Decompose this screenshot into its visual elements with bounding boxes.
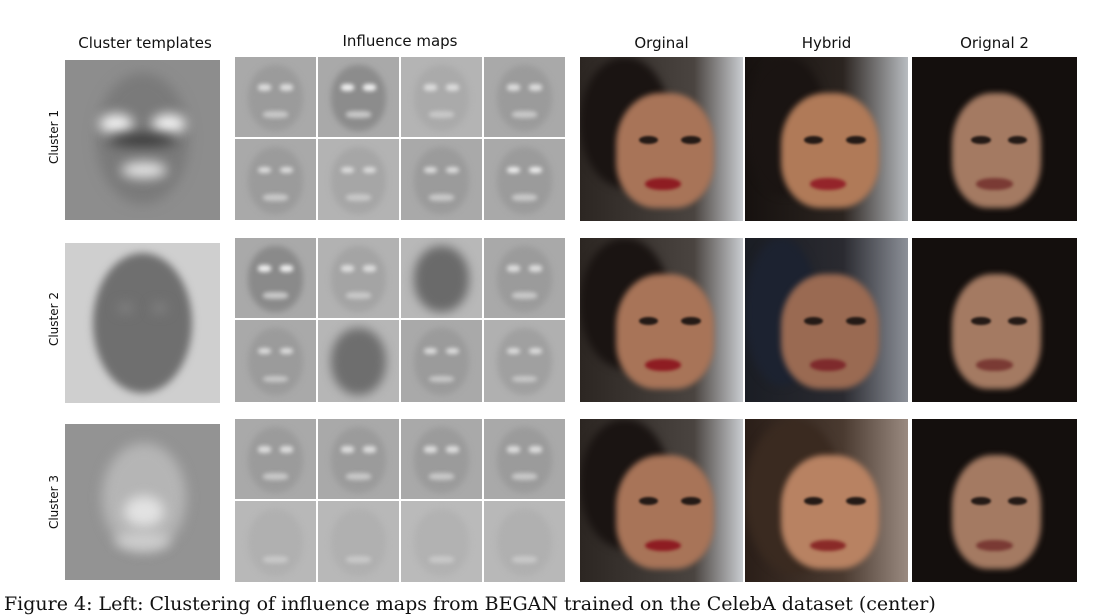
influence-map [235,320,316,402]
figure-caption: Figure 4: Left: Clustering of influence … [4,593,936,615]
cluster-template-1 [65,60,220,220]
cluster-template-2 [65,243,220,403]
hybrid-face-image [745,419,908,582]
influence-map [318,320,399,402]
influence-map [401,238,482,318]
influence-map [318,419,399,499]
row-label-cluster-3: Cluster 3 [47,474,61,530]
influence-map [401,419,482,499]
influence-map [318,501,399,582]
influence-map [318,238,399,318]
original-2-face-image [912,238,1077,402]
header-influence-maps: Influence maps [342,32,458,50]
original-face-image [580,238,743,402]
cluster-template-3 [65,424,220,580]
influence-map [484,238,565,318]
original-2-face-image [912,419,1077,582]
influence-map [235,501,316,582]
influence-map [484,501,565,582]
influence-map [484,57,565,137]
influence-map [401,139,482,220]
header-original-2: Orignal 2 [960,34,1029,52]
original-face-image [580,57,743,221]
influence-map [401,320,482,402]
hybrid-face-image [745,238,908,402]
header-cluster-templates: Cluster templates [78,34,212,52]
influence-map [235,419,316,499]
original-face-image [580,419,743,582]
row-label-cluster-1: Cluster 1 [47,109,61,165]
influence-map [318,139,399,220]
row-label-cluster-2: Cluster 2 [47,291,61,347]
influence-map [235,139,316,220]
hybrid-face-image [745,57,908,221]
influence-map [235,238,316,318]
influence-map [235,57,316,137]
influence-map [484,139,565,220]
original-2-face-image [912,57,1077,221]
influence-map [318,57,399,137]
header-original: Orginal [634,34,689,52]
header-hybrid: Hybrid [801,34,852,52]
influence-map [484,320,565,402]
influence-map [401,57,482,137]
influence-map [401,501,482,582]
influence-map [484,419,565,499]
